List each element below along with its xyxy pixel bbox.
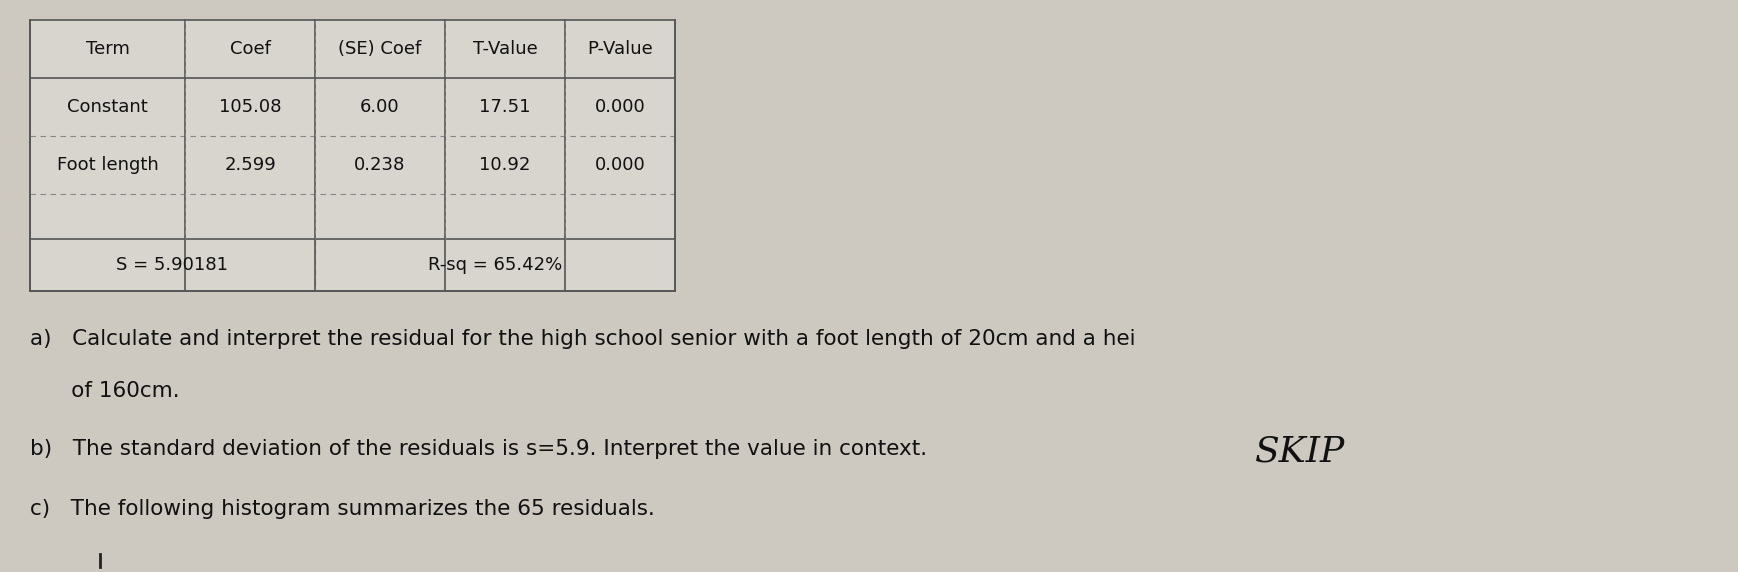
Text: c)   The following histogram summarizes the 65 residuals.: c) The following histogram summarizes th… bbox=[30, 499, 655, 519]
FancyBboxPatch shape bbox=[30, 20, 674, 291]
Text: Coef: Coef bbox=[229, 40, 271, 58]
Text: Foot length: Foot length bbox=[57, 156, 158, 174]
Text: (SE) Coef: (SE) Coef bbox=[339, 40, 422, 58]
Text: a)   Calculate and interpret the residual for the high school senior with a foot: a) Calculate and interpret the residual … bbox=[30, 329, 1135, 349]
Text: Term: Term bbox=[85, 40, 129, 58]
Text: P-Value: P-Value bbox=[587, 40, 653, 58]
Text: of 160cm.: of 160cm. bbox=[30, 381, 179, 401]
Text: 105.08: 105.08 bbox=[219, 98, 282, 116]
Text: 17.51: 17.51 bbox=[480, 98, 530, 116]
Text: 0.000: 0.000 bbox=[594, 156, 645, 174]
Text: 2.599: 2.599 bbox=[224, 156, 276, 174]
Text: R-sq = 65.42%: R-sq = 65.42% bbox=[428, 256, 561, 274]
Text: 10.92: 10.92 bbox=[480, 156, 530, 174]
Text: 0.238: 0.238 bbox=[355, 156, 405, 174]
Text: T-Value: T-Value bbox=[473, 40, 537, 58]
Text: S = 5.90181: S = 5.90181 bbox=[116, 256, 228, 274]
Text: b)   The standard deviation of the residuals is s=5.9. Interpret the value in co: b) The standard deviation of the residua… bbox=[30, 439, 926, 459]
Text: 6.00: 6.00 bbox=[360, 98, 400, 116]
Text: 0.000: 0.000 bbox=[594, 98, 645, 116]
Text: Constant: Constant bbox=[68, 98, 148, 116]
Text: SKIP: SKIP bbox=[1255, 435, 1345, 469]
